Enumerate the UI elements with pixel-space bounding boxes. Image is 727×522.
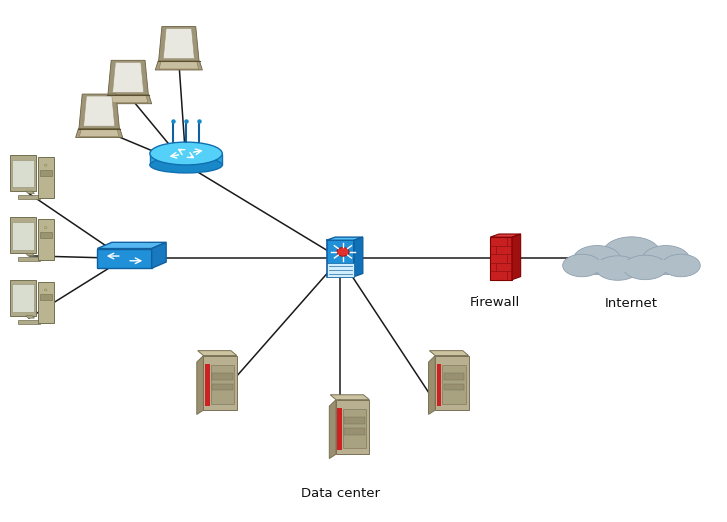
Polygon shape xyxy=(164,29,194,58)
FancyBboxPatch shape xyxy=(443,365,465,404)
Polygon shape xyxy=(156,61,202,70)
Polygon shape xyxy=(25,191,34,194)
Polygon shape xyxy=(25,254,34,256)
Ellipse shape xyxy=(595,256,640,280)
FancyBboxPatch shape xyxy=(336,400,369,454)
Polygon shape xyxy=(25,316,34,318)
FancyBboxPatch shape xyxy=(12,284,33,312)
FancyBboxPatch shape xyxy=(39,232,52,238)
FancyBboxPatch shape xyxy=(345,417,365,424)
FancyBboxPatch shape xyxy=(39,294,52,300)
FancyBboxPatch shape xyxy=(212,373,233,379)
Polygon shape xyxy=(158,27,199,61)
Polygon shape xyxy=(197,355,204,414)
FancyBboxPatch shape xyxy=(326,263,354,277)
Polygon shape xyxy=(329,400,336,458)
FancyBboxPatch shape xyxy=(337,408,342,450)
Polygon shape xyxy=(76,128,123,137)
Ellipse shape xyxy=(662,254,700,277)
FancyBboxPatch shape xyxy=(17,257,40,262)
Ellipse shape xyxy=(563,254,601,277)
FancyBboxPatch shape xyxy=(437,364,441,406)
Circle shape xyxy=(44,164,47,166)
FancyBboxPatch shape xyxy=(39,170,52,175)
Polygon shape xyxy=(108,96,148,103)
Text: Internet: Internet xyxy=(605,298,658,311)
FancyBboxPatch shape xyxy=(443,384,465,390)
Polygon shape xyxy=(97,242,166,248)
FancyBboxPatch shape xyxy=(17,195,40,199)
Polygon shape xyxy=(159,62,198,69)
Ellipse shape xyxy=(150,142,222,165)
FancyBboxPatch shape xyxy=(12,160,33,187)
Polygon shape xyxy=(326,237,363,240)
FancyBboxPatch shape xyxy=(212,384,233,390)
Polygon shape xyxy=(330,395,369,400)
FancyBboxPatch shape xyxy=(17,319,40,324)
FancyBboxPatch shape xyxy=(38,282,54,323)
Polygon shape xyxy=(150,153,222,165)
FancyBboxPatch shape xyxy=(12,222,33,250)
Polygon shape xyxy=(152,242,166,268)
FancyBboxPatch shape xyxy=(573,259,690,272)
Polygon shape xyxy=(79,129,119,136)
Ellipse shape xyxy=(642,245,690,275)
Polygon shape xyxy=(198,351,237,355)
FancyBboxPatch shape xyxy=(443,373,465,379)
Text: Firewall: Firewall xyxy=(470,296,521,309)
Ellipse shape xyxy=(623,255,667,280)
Ellipse shape xyxy=(573,245,621,275)
FancyBboxPatch shape xyxy=(9,218,36,254)
FancyBboxPatch shape xyxy=(204,355,237,410)
FancyBboxPatch shape xyxy=(490,237,512,280)
FancyBboxPatch shape xyxy=(345,428,365,435)
Ellipse shape xyxy=(603,237,660,270)
FancyBboxPatch shape xyxy=(38,219,54,260)
Polygon shape xyxy=(113,62,144,92)
FancyBboxPatch shape xyxy=(435,355,468,410)
Polygon shape xyxy=(108,61,148,95)
FancyBboxPatch shape xyxy=(97,248,152,268)
Polygon shape xyxy=(512,234,521,280)
FancyBboxPatch shape xyxy=(211,365,234,404)
Polygon shape xyxy=(79,94,119,128)
Polygon shape xyxy=(428,355,435,414)
Circle shape xyxy=(44,227,47,229)
Polygon shape xyxy=(105,95,152,104)
Polygon shape xyxy=(354,237,363,277)
Ellipse shape xyxy=(150,157,222,173)
Polygon shape xyxy=(84,96,115,126)
Text: Data center: Data center xyxy=(301,487,379,500)
FancyBboxPatch shape xyxy=(9,280,36,316)
Circle shape xyxy=(337,247,349,256)
Polygon shape xyxy=(490,234,521,237)
FancyBboxPatch shape xyxy=(205,364,209,406)
FancyBboxPatch shape xyxy=(343,409,366,448)
FancyBboxPatch shape xyxy=(9,155,36,191)
FancyBboxPatch shape xyxy=(326,240,354,277)
Circle shape xyxy=(44,289,47,291)
FancyBboxPatch shape xyxy=(38,157,54,198)
Polygon shape xyxy=(430,351,468,355)
